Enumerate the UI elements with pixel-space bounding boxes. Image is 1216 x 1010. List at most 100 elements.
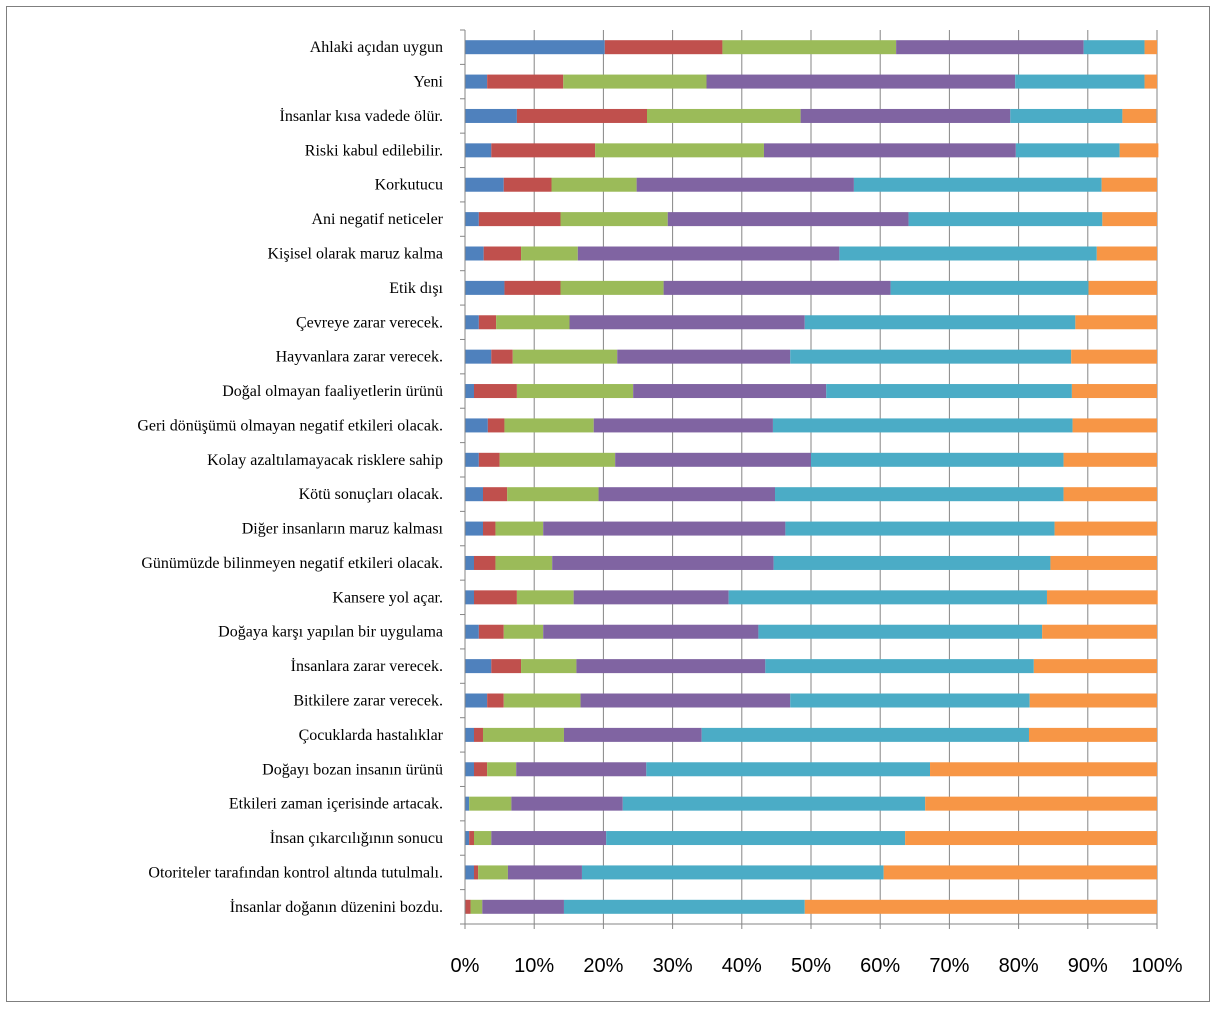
- category-label: Kolay azaltılamayacak risklere sahip: [207, 452, 443, 469]
- bar-segment: [1010, 108, 1123, 123]
- x-tick-label: 0%: [451, 955, 480, 977]
- bar-segment: [1122, 108, 1157, 123]
- category-label: Korkutucu: [375, 177, 443, 194]
- bar-segment: [1033, 659, 1157, 674]
- bar-segment: [465, 624, 479, 639]
- bar-segment: [516, 108, 647, 123]
- bar-segment: [1071, 349, 1157, 364]
- bar-segment: [883, 865, 1157, 880]
- bar-segment: [473, 762, 488, 777]
- x-tick-label: 20%: [583, 955, 623, 977]
- bar-segment: [593, 418, 773, 433]
- bar-segment: [551, 177, 637, 192]
- bar-segment: [1075, 315, 1157, 330]
- bar-segment: [577, 246, 840, 261]
- bar-segment: [1063, 487, 1157, 502]
- bar-segment: [507, 865, 582, 880]
- bar-segment: [516, 762, 647, 777]
- bar-segment: [617, 349, 791, 364]
- bar-segment: [473, 727, 483, 742]
- bar-segment: [503, 177, 552, 192]
- category-label: Çocuklarda hastalıklar: [299, 727, 444, 744]
- category-label: İnsanlara zarar verecek.: [291, 657, 443, 675]
- category-label: Yeni: [414, 74, 444, 91]
- bar-segment: [465, 762, 474, 777]
- category-label: İnsanlar doğanın düzenini bozdu.: [230, 898, 443, 916]
- bar-segment: [722, 40, 897, 55]
- bar-segment: [908, 212, 1103, 227]
- bar-segment: [465, 899, 471, 914]
- bar-segment: [804, 899, 1157, 914]
- bar-segment: [469, 796, 512, 811]
- bar-segment: [1029, 693, 1157, 708]
- bar-segment: [560, 280, 664, 295]
- bar-segment: [826, 384, 1072, 399]
- bar-segment: [701, 727, 1029, 742]
- bar-segment: [465, 108, 517, 123]
- category-label: Bitkilere zarar verecek.: [293, 693, 443, 710]
- bar-segment: [804, 315, 1076, 330]
- bar-segment: [1063, 452, 1157, 467]
- bar-segment: [465, 143, 492, 158]
- bar-segment: [465, 693, 488, 708]
- bar-segment: [487, 693, 504, 708]
- bar-segment: [504, 418, 594, 433]
- bar-segment: [663, 280, 891, 295]
- bar-segment: [706, 74, 1016, 89]
- bar-segment: [765, 659, 1034, 674]
- bar-segment: [1072, 418, 1157, 433]
- bar-segment: [465, 315, 479, 330]
- x-tick-label: 80%: [999, 955, 1039, 977]
- bar-segment: [465, 727, 474, 742]
- bar-segment: [646, 108, 801, 123]
- x-tick-label: 100%: [1131, 955, 1182, 977]
- category-label: Etkileri zaman içerisinde artacak.: [229, 796, 443, 813]
- bar-segment: [1054, 521, 1157, 536]
- bar-segment: [487, 762, 517, 777]
- bar-segment: [576, 659, 766, 674]
- x-tick-label: 90%: [1068, 955, 1108, 977]
- bar-segment: [487, 418, 505, 433]
- bar-segment: [503, 624, 544, 639]
- bar-segment: [465, 74, 488, 89]
- bar-segment: [905, 831, 1157, 846]
- bar-segment: [622, 796, 926, 811]
- bar-segment: [465, 659, 492, 674]
- bar-segment: [775, 487, 1064, 502]
- category-label: Kötü sonuçları olacak.: [299, 486, 443, 503]
- category-label: Günümüzde bilinmeyen negatif etkileri ol…: [141, 555, 443, 572]
- bar-segment: [478, 212, 561, 227]
- bar-segment: [1119, 143, 1159, 158]
- category-label: İnsanlar kısa vadede ölür.: [280, 107, 444, 125]
- bar-segment: [483, 246, 522, 261]
- bar-segment: [1144, 40, 1157, 55]
- bar-segment: [930, 762, 1157, 777]
- bar-segment: [470, 899, 483, 914]
- bar-segment: [853, 177, 1102, 192]
- bar-segment: [1083, 40, 1145, 55]
- bar-segment: [482, 727, 564, 742]
- bar-segment: [595, 143, 764, 158]
- bar-segment: [491, 349, 513, 364]
- bar-segment: [580, 693, 791, 708]
- bar-segment: [507, 487, 599, 502]
- bar-segment: [785, 521, 1055, 536]
- bar-segment: [465, 555, 474, 570]
- bar-segment: [543, 624, 759, 639]
- bar-segment: [465, 521, 483, 536]
- x-tick-label: 40%: [722, 955, 762, 977]
- bar-segment: [925, 796, 1157, 811]
- category-label: İnsan çıkarcılığının sonucu: [270, 829, 443, 847]
- bar-segment: [615, 452, 811, 467]
- bar-segment: [473, 555, 496, 570]
- bar-segment: [598, 487, 776, 502]
- bar-segment: [465, 212, 479, 227]
- bar-segment: [839, 246, 1097, 261]
- x-tick-label: 70%: [929, 955, 969, 977]
- bar-segment: [633, 384, 827, 399]
- bar-segment: [636, 177, 854, 192]
- bar-segment: [465, 452, 479, 467]
- bar-segment: [790, 349, 1072, 364]
- bar-segment: [469, 831, 474, 846]
- category-label: Kansere yol açar.: [332, 589, 443, 606]
